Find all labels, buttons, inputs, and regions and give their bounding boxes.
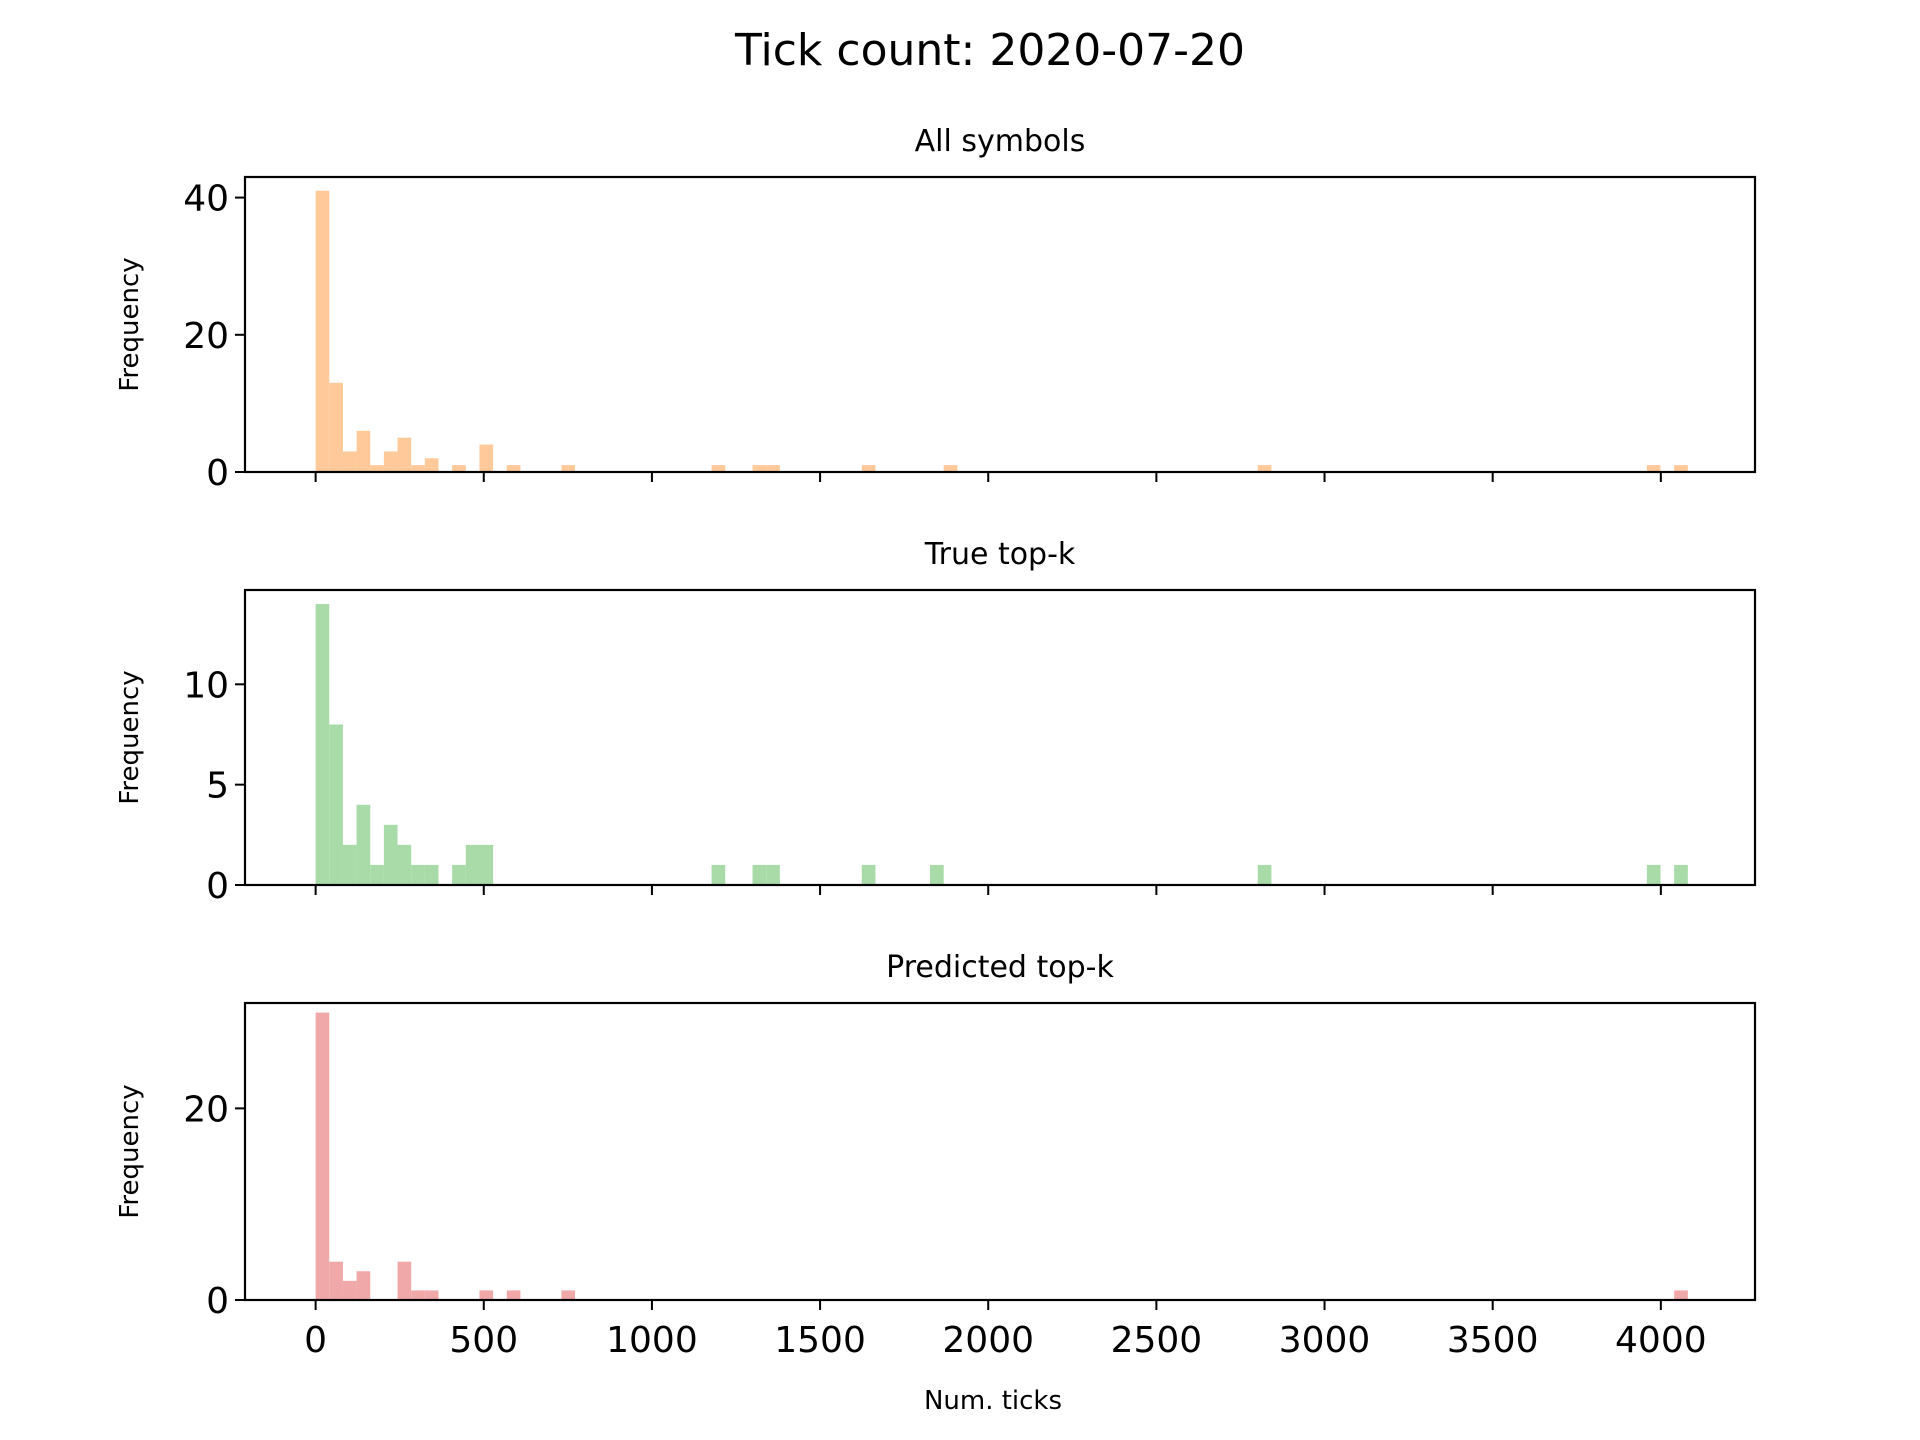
subplot-title: True top-k bbox=[924, 537, 1076, 572]
x-tick-label: 2000 bbox=[942, 1320, 1034, 1361]
histogram-bar bbox=[479, 844, 494, 885]
x-tick-label: 1500 bbox=[774, 1320, 866, 1361]
subplot-3: 0 20 0 500 1000 1500 2000 2500 3000 3500 4000 Predi… bbox=[115, 950, 1757, 1361]
histogram-bar bbox=[397, 844, 412, 885]
histogram-bar bbox=[711, 864, 726, 885]
plot-frame bbox=[243, 588, 1757, 887]
histogram-bar bbox=[1674, 864, 1688, 885]
x-tick-label: 2500 bbox=[1111, 1320, 1203, 1361]
histogram-bar bbox=[397, 437, 412, 472]
histogram-bar bbox=[1257, 465, 1272, 472]
histogram-bar bbox=[752, 465, 767, 472]
histogram-bar bbox=[1674, 465, 1688, 472]
histogram-bar bbox=[342, 451, 357, 472]
histogram-bar bbox=[397, 1261, 412, 1300]
subplot-1: 0 20 40 All symbols Frequency bbox=[115, 124, 1757, 494]
histogram-bar bbox=[766, 864, 780, 885]
histogram-bar bbox=[370, 864, 384, 885]
y-tick-label: 5 bbox=[206, 766, 229, 807]
histogram-bar bbox=[506, 1290, 521, 1300]
histogram-bar bbox=[752, 864, 767, 885]
x-tick-label: 3500 bbox=[1447, 1320, 1539, 1361]
x-tick-label: 1000 bbox=[606, 1320, 698, 1361]
histogram-bar bbox=[424, 864, 439, 885]
histogram-bar bbox=[1646, 465, 1661, 472]
y-tick-label: 10 bbox=[183, 665, 229, 706]
subplot-title: Predicted top-k bbox=[886, 950, 1114, 985]
histogram-bar bbox=[424, 458, 439, 472]
x-tick-label: 4000 bbox=[1615, 1320, 1707, 1361]
histogram-bar bbox=[561, 1290, 576, 1300]
y-axis-label: Frequency bbox=[115, 257, 145, 391]
histogram-bar bbox=[766, 465, 780, 472]
x-tick-label: 500 bbox=[449, 1320, 518, 1361]
histogram-bar bbox=[411, 864, 425, 885]
figure-title: Tick count: 2020-07-20 bbox=[734, 25, 1245, 76]
histogram-bar bbox=[356, 804, 371, 885]
histogram-bar bbox=[411, 465, 425, 472]
histogram-bar bbox=[506, 465, 521, 472]
histogram-bar bbox=[315, 1012, 330, 1300]
plot-frame bbox=[243, 1001, 1757, 1302]
y-tick-label: 0 bbox=[206, 866, 229, 907]
histogram-bar bbox=[479, 444, 494, 472]
histogram-bar bbox=[711, 465, 726, 472]
histogram-bar bbox=[370, 465, 384, 472]
y-tick-label: 0 bbox=[206, 453, 229, 494]
x-tick-label: 0 bbox=[304, 1320, 327, 1361]
subplot-panels: 0 20 40 All symbols Frequency 0 5 10 True top-k F… bbox=[115, 124, 1757, 1361]
y-tick-label: 20 bbox=[183, 316, 229, 357]
histogram-bar bbox=[329, 724, 343, 885]
histogram-bar bbox=[356, 1271, 371, 1300]
histogram-bar bbox=[383, 451, 398, 472]
histogram-bar bbox=[861, 465, 876, 472]
x-axis-label: Num. ticks bbox=[924, 1386, 1062, 1416]
histogram-bar bbox=[329, 382, 343, 472]
histogram-bar bbox=[1674, 1290, 1688, 1300]
y-tick-label: 0 bbox=[206, 1281, 229, 1322]
histogram-bar bbox=[315, 604, 330, 885]
histogram-bar bbox=[329, 1261, 343, 1300]
plot-frame bbox=[243, 175, 1757, 474]
histogram-bar bbox=[452, 864, 466, 885]
y-axis-label: Frequency bbox=[115, 670, 145, 804]
histogram-bar bbox=[356, 430, 371, 472]
y-axis-label: Frequency bbox=[115, 1084, 145, 1218]
histogram-bar bbox=[943, 465, 958, 472]
histogram-bar bbox=[383, 824, 398, 885]
histogram-bar bbox=[342, 844, 357, 885]
histogram-bar bbox=[1257, 864, 1272, 885]
histogram-bar bbox=[452, 465, 466, 472]
histogram-bar bbox=[342, 1280, 357, 1300]
histogram-bar bbox=[861, 864, 876, 885]
y-tick-label: 20 bbox=[183, 1089, 229, 1130]
x-tick-label: 3000 bbox=[1279, 1320, 1371, 1361]
y-tick-label: 40 bbox=[183, 179, 229, 220]
histogram-bar bbox=[315, 190, 330, 472]
histogram-bar bbox=[930, 864, 944, 885]
histogram-bar bbox=[411, 1290, 425, 1300]
histogram-bar bbox=[561, 465, 576, 472]
subplot-title: All symbols bbox=[915, 124, 1086, 159]
subplot-2: 0 5 10 True top-k Frequency bbox=[115, 537, 1757, 907]
histogram-bar bbox=[479, 1290, 494, 1300]
histogram-bar bbox=[1646, 864, 1661, 885]
histogram-bar bbox=[424, 1290, 439, 1300]
histogram-bar bbox=[465, 844, 480, 885]
